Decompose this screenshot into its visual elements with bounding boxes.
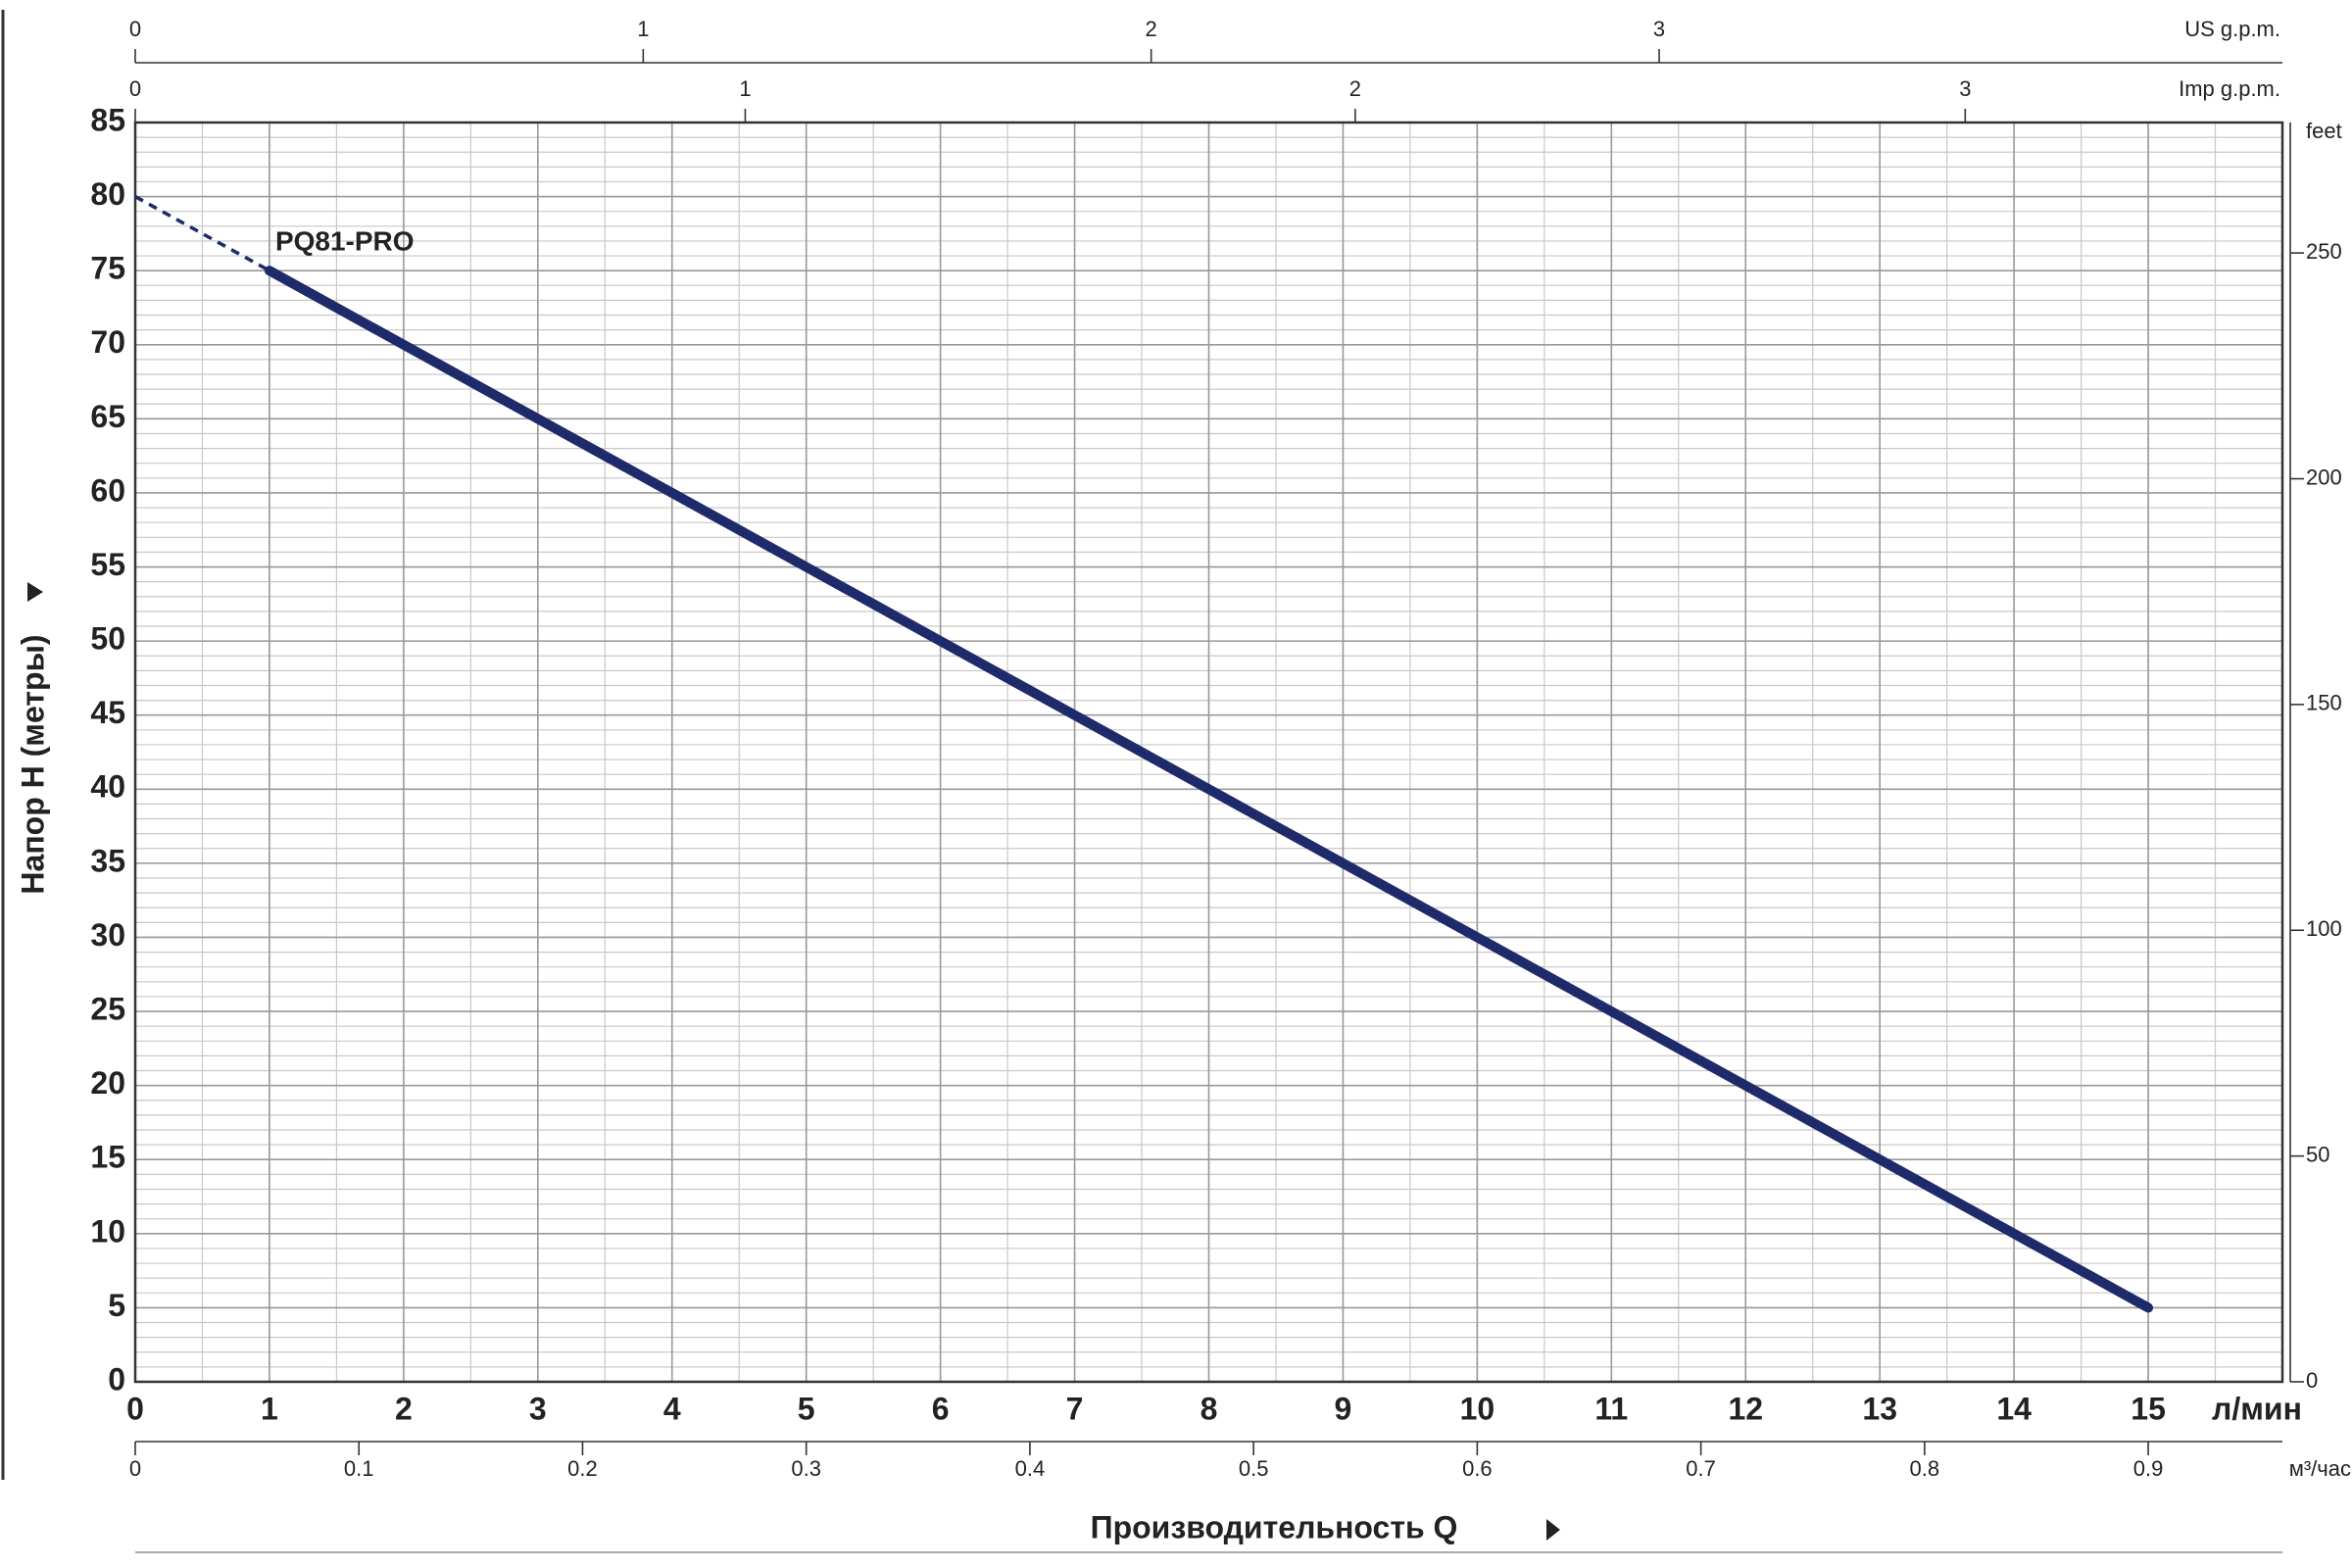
x-tick-label: 14 <box>1996 1391 2032 1426</box>
y-tick-label: 65 <box>90 399 125 434</box>
x-tick-label: 1 <box>261 1391 278 1426</box>
y2-tick-label: 150 <box>2306 691 2342 715</box>
y-tick-label: 10 <box>90 1213 125 1249</box>
y-tick-label: 60 <box>90 472 125 508</box>
x-tick-label: 5 <box>798 1391 815 1426</box>
curve-extension <box>134 195 270 272</box>
secondary-tick-label: 0.7 <box>1686 1456 1716 1481</box>
x-tick-label: 6 <box>932 1391 950 1426</box>
secondary-tick-label: 0.3 <box>791 1456 821 1481</box>
y2-tick-label: 50 <box>2306 1142 2329 1166</box>
y2-tick-label: 100 <box>2306 916 2342 941</box>
y-tick-label: 30 <box>90 917 125 953</box>
x-tick-label: 0 <box>126 1391 144 1426</box>
secondary-tick-label: 0.1 <box>344 1456 374 1481</box>
secondary-tick-label: 0.5 <box>1239 1456 1269 1481</box>
secondary-tick-label: 0.6 <box>1462 1456 1493 1481</box>
y-tick-label: 35 <box>90 843 125 878</box>
x-tick-label: 2 <box>395 1391 413 1426</box>
y-tick-label: 0 <box>108 1361 125 1396</box>
x-axis-label: Производительность Q <box>1091 1509 1458 1544</box>
y2-tick-label: 200 <box>2306 465 2342 489</box>
y-tick-label: 25 <box>90 992 125 1027</box>
x-arrow <box>1546 1519 1560 1541</box>
x-tick-label: 15 <box>2131 1391 2166 1426</box>
y-axis-label: Напор H (метры) <box>15 634 50 894</box>
y-tick-label: 15 <box>90 1140 125 1175</box>
y-tick-label: 80 <box>90 176 125 212</box>
x-tick-label: 13 <box>1862 1391 1897 1426</box>
secondary-tick-label: 3 <box>1653 17 1665 41</box>
y-tick-label: 20 <box>90 1065 125 1101</box>
secondary-tick-label: 3 <box>1959 76 1971 101</box>
y-tick-label: 40 <box>90 769 125 805</box>
x-tick-label: 11 <box>1594 1391 1628 1426</box>
series-label: PQ81-PRO <box>275 226 415 257</box>
secondary-tick-label: 0.4 <box>1015 1456 1046 1481</box>
x-tick-label: 8 <box>1200 1391 1218 1426</box>
secondary-tick-label: 0 <box>129 1456 141 1481</box>
y-arrow <box>27 582 43 602</box>
x-tick-label: 12 <box>1728 1391 1763 1426</box>
y-tick-label: 85 <box>90 102 125 137</box>
y-tick-label: 50 <box>90 621 125 657</box>
secondary-axis-label: м³/час <box>2289 1456 2351 1481</box>
secondary-tick-label: 0 <box>129 76 141 101</box>
y-tick-label: 55 <box>90 547 125 582</box>
x-tick-label: 10 <box>1460 1391 1495 1426</box>
y2-tick-label: 250 <box>2306 239 2342 264</box>
secondary-axis-label: Imp g.p.m. <box>2179 76 2280 101</box>
y2-axis-label: feet <box>2306 119 2342 143</box>
secondary-tick-label: 2 <box>1146 17 1157 41</box>
secondary-tick-label: 0.8 <box>1910 1456 1940 1481</box>
x-tick-label: 4 <box>663 1391 681 1426</box>
x-tick-label: 3 <box>529 1391 547 1426</box>
secondary-tick-label: 0 <box>129 17 141 41</box>
secondary-tick-label: 2 <box>1349 76 1361 101</box>
secondary-tick-label: 0.9 <box>2133 1456 2164 1481</box>
x-unit-label: л/мин <box>2212 1391 2302 1426</box>
secondary-tick-label: 1 <box>739 76 751 101</box>
y-tick-label: 75 <box>90 251 125 286</box>
x-tick-label: 9 <box>1335 1391 1352 1426</box>
secondary-tick-label: 1 <box>637 17 649 41</box>
x-tick-label: 7 <box>1066 1391 1084 1426</box>
secondary-tick-label: 0.2 <box>567 1456 598 1481</box>
y2-tick-label: 0 <box>2306 1368 2318 1393</box>
y-tick-label: 70 <box>90 324 125 360</box>
y-tick-label: 45 <box>90 695 125 730</box>
y-tick-label: 5 <box>108 1288 125 1323</box>
curve <box>264 266 2154 1313</box>
secondary-axis-label: US g.p.m. <box>2184 17 2280 41</box>
